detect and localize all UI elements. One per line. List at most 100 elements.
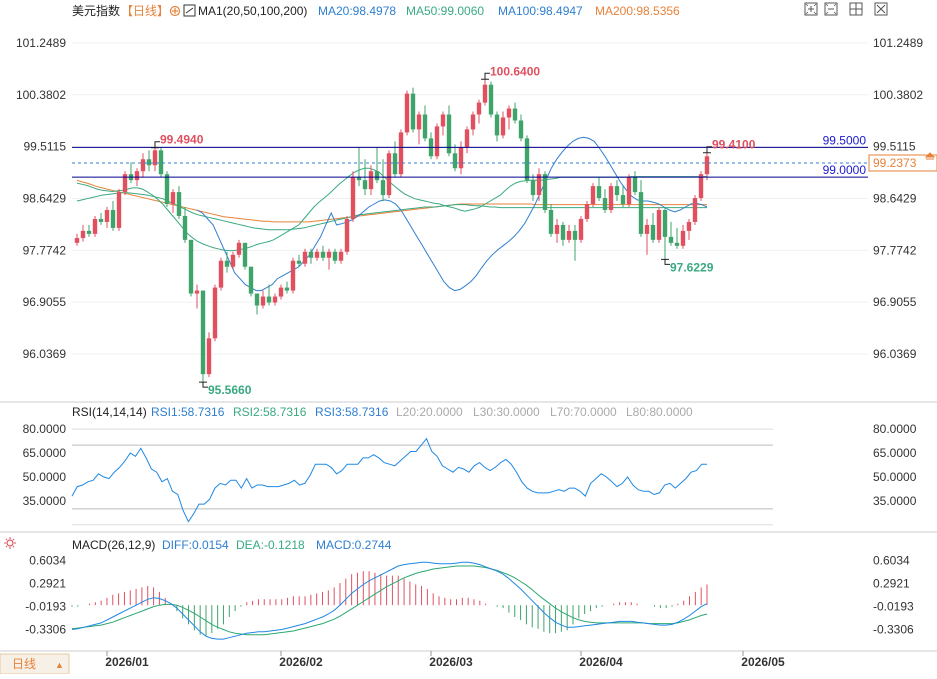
macd-tick-label-left: -0.3306 — [25, 623, 66, 637]
candle-body — [326, 251, 332, 258]
sun-icon[interactable] — [4, 537, 16, 549]
candle-body — [704, 156, 710, 175]
indicator-toggle-icon[interactable] — [169, 5, 181, 17]
candle-body — [206, 338, 212, 375]
candle-body — [290, 260, 296, 291]
low-marker — [199, 381, 208, 388]
candle-body — [248, 266, 254, 294]
candle-body — [458, 147, 464, 169]
zoom-out-icon[interactable] — [824, 2, 838, 16]
candle-body — [440, 114, 446, 127]
rsi-tick-label-right: 35.0000 — [873, 494, 917, 508]
candle-body — [170, 192, 176, 205]
y-tick-label-right: 96.9055 — [873, 295, 917, 309]
x-tick-label: 2026/04 — [579, 655, 623, 669]
rsi-tick-label-right: 80.0000 — [873, 422, 917, 436]
ma100-line — [76, 192, 707, 231]
y-tick-label-left: 99.5115 — [24, 140, 67, 154]
candle-body — [146, 159, 152, 166]
y-tick-label-right: 97.7742 — [873, 243, 917, 257]
candlestick-series — [74, 79, 710, 382]
candle-body — [338, 251, 344, 261]
candle-body — [590, 186, 596, 205]
macd-tick-label-left: 0.2921 — [29, 577, 66, 591]
candle-body — [584, 204, 590, 219]
candle-body — [536, 174, 542, 196]
main-header: 美元指数 【日线】 MA1(20,50,100,200) MA20:98.497… — [72, 3, 680, 18]
ma20-value: MA20:98.4978 — [318, 4, 396, 18]
ma-label: MA1(20,50,100,200) — [198, 4, 307, 18]
candle-body — [602, 198, 608, 210]
y-tick-label-left: 101.2489 — [16, 36, 66, 50]
candle-body — [422, 114, 428, 139]
candle-body — [680, 230, 686, 246]
rsi-grid: 80.0000 80.0000 65.0000 65.0000 50.0000 50.00… — [23, 422, 917, 526]
rsi-tick-label-right: 50.0000 — [873, 470, 917, 484]
candle-body — [116, 192, 122, 228]
rsi-header: RSI(14,14,14) RSI1:58.7316 RSI2:58.7316 … — [72, 405, 693, 419]
candle-body — [548, 210, 554, 234]
rsi-line — [71, 437, 707, 523]
high-label: 99.4940 — [160, 133, 204, 147]
macd-tick-label-right: 0.6034 — [873, 554, 910, 568]
x-tick-label: 2026/02 — [279, 655, 323, 669]
low-marker — [661, 258, 670, 265]
layout-icon[interactable] — [849, 2, 863, 16]
candle-body — [104, 210, 110, 222]
y-tick-label-right: 101.2489 — [873, 36, 923, 50]
rsi-tick-label-left: 80.0000 — [23, 422, 67, 436]
low-label: 97.6229 — [670, 260, 714, 274]
y-tick-label-right: 99.5115 — [873, 140, 916, 154]
candle-body — [266, 296, 272, 303]
candle-body — [620, 195, 626, 205]
moving-average-lines — [76, 136, 708, 292]
zoom-in-icon[interactable] — [804, 2, 818, 16]
y-tick-label-right: 96.0369 — [873, 347, 917, 361]
candle-body — [314, 251, 320, 258]
period-button[interactable]: 日线 ▲ — [0, 653, 70, 675]
price-annotations: 99.4940 95.5660 100.6400 97.6229 99.4100 — [151, 64, 756, 397]
period-label[interactable]: 【日线】 — [121, 4, 169, 18]
macd-tick-label-right: -0.3306 — [873, 623, 914, 637]
x-tick-label: 2026/05 — [741, 655, 785, 669]
candle-body — [416, 114, 422, 130]
candle-body — [464, 129, 470, 148]
level-line-label: 99.5000 — [823, 133, 867, 147]
time-axis: 2026/01 2026/02 2026/03 2026/04 2026/05 — [105, 651, 785, 669]
rsi-title: RSI(14,14,14) — [72, 405, 147, 419]
candle-body — [86, 230, 92, 234]
candle-body — [560, 224, 566, 240]
ma-settings-icon[interactable] — [183, 4, 196, 17]
candle-body — [134, 171, 140, 181]
price-axis: 101.2489 101.2489 100.3802 100.3802 99.5115 9… — [16, 36, 923, 361]
candle-body — [188, 239, 194, 294]
candle-body — [452, 153, 458, 169]
macd-tick-label-left: -0.0193 — [25, 600, 66, 614]
candle-body — [392, 153, 398, 175]
settings-icon[interactable] — [874, 2, 888, 16]
candle-body — [698, 174, 704, 199]
candle-body — [398, 132, 404, 175]
candle-body — [182, 215, 188, 240]
candle-body — [200, 290, 206, 375]
candle-body — [662, 210, 668, 237]
candle-body — [530, 180, 536, 196]
candle-body — [194, 290, 200, 294]
y-tick-label-left: 96.0369 — [23, 347, 67, 361]
x-tick-label: 2026/03 — [429, 655, 473, 669]
candle-body — [566, 230, 572, 240]
macd-diff-value: DIFF:0.0154 — [162, 538, 229, 552]
candle-body — [74, 238, 80, 243]
candle-body — [212, 287, 218, 339]
candle-body — [272, 296, 278, 303]
candle-body — [572, 230, 578, 240]
toolbar — [804, 2, 888, 16]
candle-body — [482, 84, 488, 103]
macd-header: MACD(26,12,9) DIFF:0.0154 DEA:-0.1218 MA… — [4, 537, 392, 552]
candle-body — [80, 230, 86, 239]
instrument-title: 美元指数 — [72, 3, 120, 18]
rsi-tick-label-left: 50.0000 — [23, 470, 67, 484]
rsi-l20-value: L20:20.0000 — [396, 405, 463, 419]
